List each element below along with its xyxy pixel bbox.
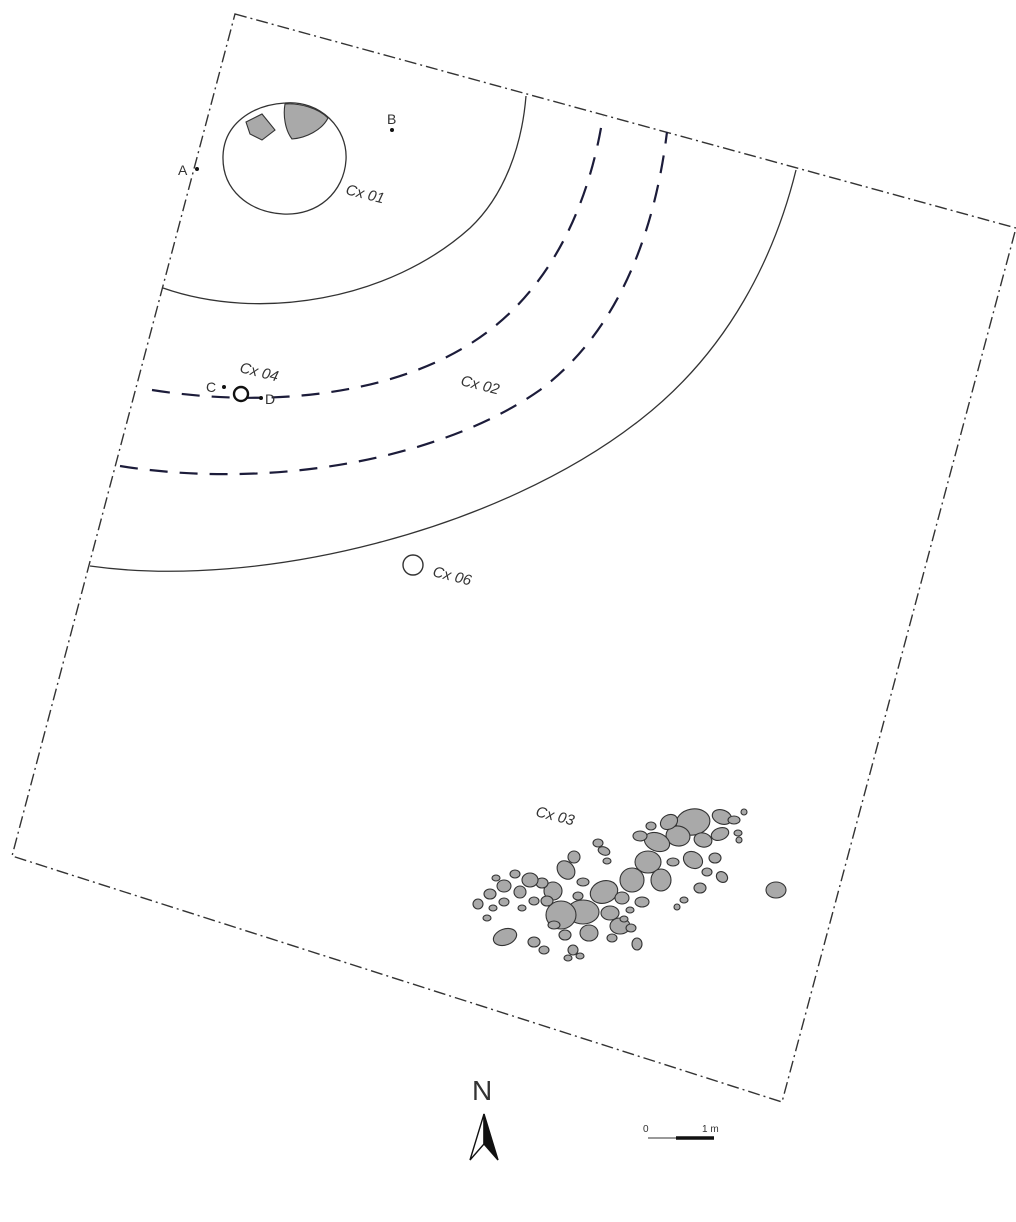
feature-label-cx04: Cx 04 bbox=[238, 359, 280, 385]
point-c-label: C bbox=[206, 379, 216, 395]
scale-bar: 0 1 m bbox=[643, 1124, 719, 1140]
stone-cx03-47 bbox=[540, 895, 554, 907]
feature-label-cx01: Cx 01 bbox=[344, 181, 386, 207]
stone-cx03-22 bbox=[614, 891, 630, 905]
stone-cx03-14 bbox=[666, 857, 680, 867]
posthole-cx06 bbox=[402, 554, 424, 576]
stone-cx03-11 bbox=[632, 830, 648, 842]
stone-cx03-15 bbox=[701, 867, 713, 877]
stone-cx03-13 bbox=[708, 852, 722, 864]
stone-cx03-44 bbox=[488, 904, 498, 912]
north-arrow-letter: N bbox=[472, 1075, 492, 1106]
stone-cx03-48 bbox=[528, 896, 540, 906]
stone-cx03-50 bbox=[547, 920, 561, 930]
stone-cx03-40 bbox=[496, 879, 512, 893]
stone-cx03-34 bbox=[602, 857, 612, 865]
scale-bar-start-label: 0 bbox=[643, 1124, 649, 1135]
stone-cx03-21 bbox=[589, 880, 619, 904]
ditch-cx02-dashed-line-1 bbox=[151, 115, 605, 399]
stone-cx03-59 bbox=[606, 933, 618, 943]
stone-cx03-41 bbox=[491, 874, 501, 882]
stone-cx01-left bbox=[245, 113, 276, 141]
stone-cx03-60 bbox=[625, 923, 637, 933]
posthole-cx04 bbox=[232, 385, 250, 403]
stone-cx03-61 bbox=[631, 937, 643, 951]
stone-cx03-67 bbox=[740, 808, 748, 816]
point-c-dot bbox=[222, 385, 226, 389]
stone-cx03-17 bbox=[693, 882, 707, 894]
feature-label-cx06: Cx 06 bbox=[431, 563, 474, 589]
ditch-cx02-dashed-line-2 bbox=[119, 131, 669, 476]
stone-cx03-62 bbox=[619, 915, 629, 923]
point-d-dot bbox=[259, 396, 263, 400]
feature-label-cx02: Cx 02 bbox=[459, 372, 502, 398]
north-arrow: N bbox=[469, 1075, 499, 1161]
stone-cx03-31 bbox=[567, 850, 581, 864]
scale-bar-end-label: 1 m bbox=[702, 1124, 719, 1135]
stone-cx03-37 bbox=[521, 872, 539, 888]
stone-cx03-12 bbox=[682, 850, 704, 870]
stone-cx03-32 bbox=[597, 846, 611, 856]
stone-cx01-right bbox=[283, 103, 329, 140]
stone-cx03-20 bbox=[650, 868, 672, 892]
stone-cx03-18 bbox=[634, 850, 662, 874]
stone-cx03-5 bbox=[710, 827, 730, 841]
stone-cx03-56 bbox=[527, 936, 541, 948]
stone-cx03-51 bbox=[558, 929, 572, 941]
stone-cx03-33 bbox=[592, 838, 604, 848]
north-arrow-left-half bbox=[469, 1113, 485, 1161]
point-b-label: B bbox=[387, 111, 396, 127]
stone-cx03-49 bbox=[517, 904, 527, 912]
stone-cx03-36 bbox=[572, 891, 584, 901]
ditch-cx02-inner-edge bbox=[162, 95, 527, 305]
stone-cx03-65 bbox=[625, 906, 635, 914]
stone-cx03-46 bbox=[482, 914, 492, 922]
stone-cx03-54 bbox=[563, 954, 573, 962]
stone-cx03-68 bbox=[735, 836, 743, 844]
stone-cx03-38 bbox=[513, 885, 527, 899]
stone-cx03-43 bbox=[498, 897, 510, 907]
stone-cx03-9 bbox=[645, 821, 657, 831]
stone-cx03-66 bbox=[765, 881, 787, 899]
point-b-dot bbox=[390, 128, 394, 132]
point-d-label: D bbox=[265, 391, 275, 407]
stone-cx03-26 bbox=[579, 924, 599, 942]
stone-cx03-7 bbox=[665, 825, 691, 847]
stone-cx03-3 bbox=[727, 815, 741, 825]
stone-cx03-42 bbox=[483, 888, 497, 900]
ditch-cx02-outer-edge bbox=[89, 169, 797, 572]
stone-cx03-55 bbox=[492, 927, 518, 947]
stone-cx03-35 bbox=[576, 877, 590, 887]
stone-cx03-24 bbox=[600, 905, 620, 921]
north-arrow-right-half bbox=[483, 1113, 499, 1161]
stone-cx03-45 bbox=[472, 898, 484, 910]
stone-cx03-63 bbox=[679, 896, 689, 904]
stone-cx03-19 bbox=[619, 867, 645, 893]
stone-cx03-8 bbox=[659, 813, 679, 831]
stone-cx03-6 bbox=[733, 829, 743, 837]
point-a-dot bbox=[195, 167, 199, 171]
stone-cx03-39 bbox=[509, 869, 521, 879]
stone-cluster-cx03 bbox=[472, 808, 787, 962]
stone-cx03-64 bbox=[673, 903, 681, 911]
stone-cx03-52 bbox=[567, 944, 579, 956]
stone-cx03-53 bbox=[575, 952, 585, 960]
excavation-boundary bbox=[11, 13, 1016, 1103]
point-a-label: A bbox=[178, 162, 188, 178]
feature-label-cx03: Cx 03 bbox=[534, 803, 577, 829]
stone-cx03-16 bbox=[715, 871, 729, 883]
stone-cx03-23 bbox=[634, 896, 650, 908]
stone-cx03-30 bbox=[556, 860, 576, 880]
stone-cx03-4 bbox=[693, 832, 713, 848]
stone-cx03-57 bbox=[538, 945, 550, 955]
